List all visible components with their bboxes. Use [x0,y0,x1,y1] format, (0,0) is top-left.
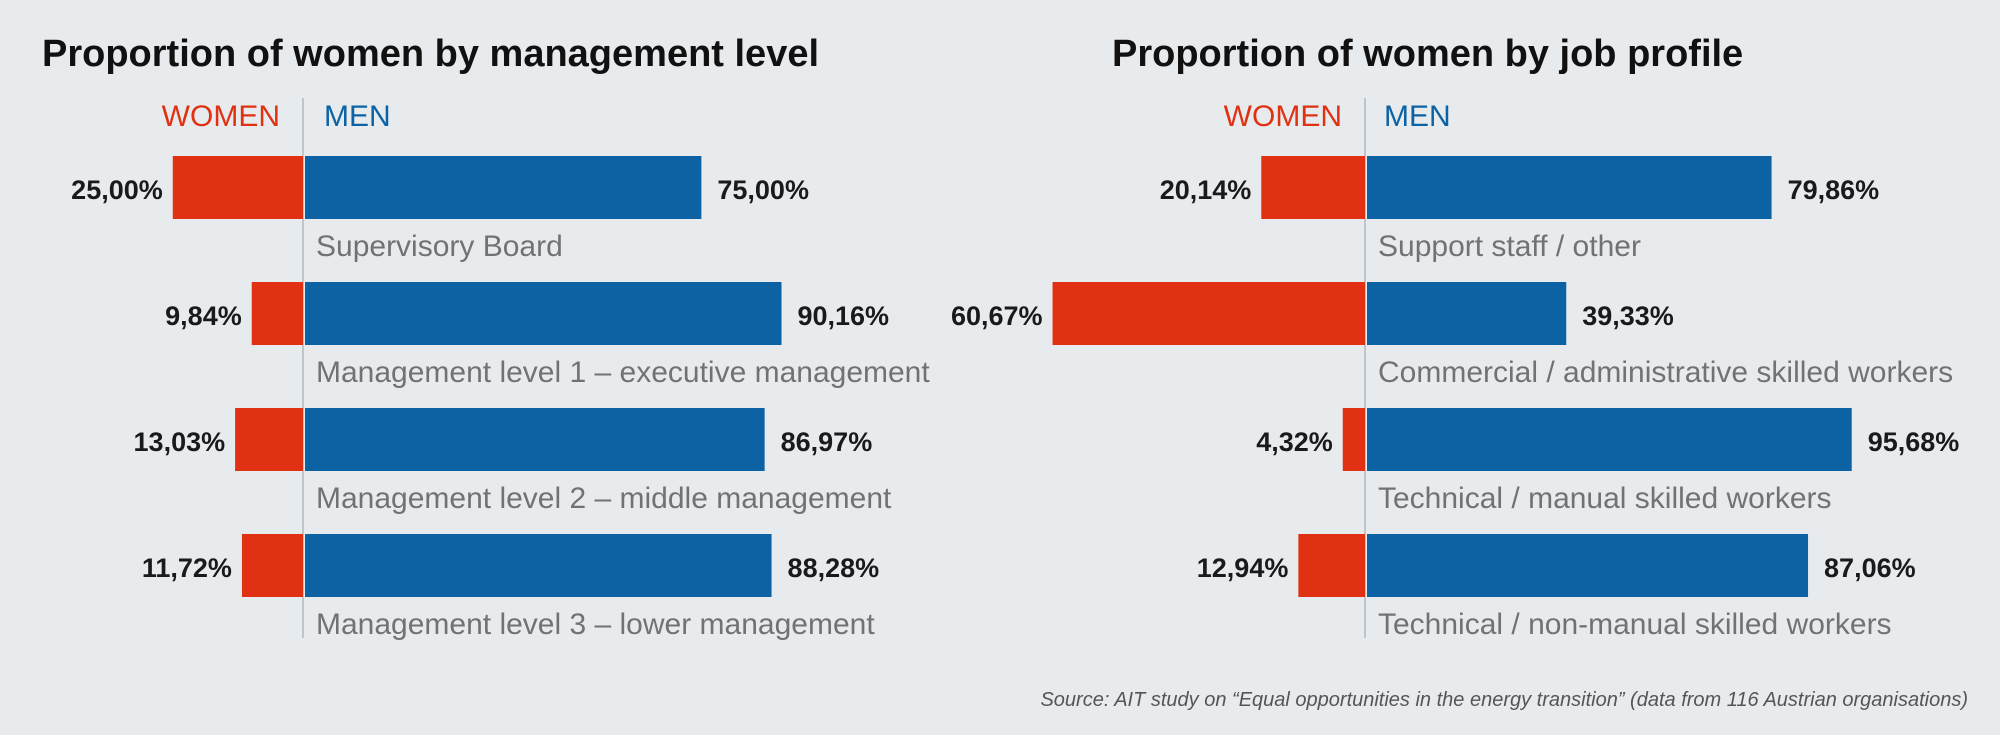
bar-women [172,156,303,219]
category-label: Support staff / other [1378,230,1641,263]
bar-women [251,282,303,345]
data-label-men: 90,16% [797,301,889,331]
data-label-women: 12,94% [1197,553,1289,583]
chart-title: Proportion of women by job profile [1112,33,1743,75]
bar-men [1367,534,1809,597]
chart-panel-management-level: Proportion of women by management level … [42,33,930,641]
bar-women [1052,282,1365,345]
bars-group: 25,00% 75,00% Supervisory Board 9,84% 90,16%… [71,156,930,641]
data-label-women: 4,32% [1256,427,1333,457]
bar-men [305,156,702,219]
bar-women [241,534,303,597]
data-label-men: 88,28% [788,553,880,583]
chart-title: Proportion of women by management level [42,33,819,75]
bars-group: 20,14% 79,86% Support staff / other 60,67% 3… [951,156,1959,641]
data-label-men: 95,68% [1868,427,1960,457]
data-label-men: 86,97% [781,427,873,457]
data-label-women: 25,00% [71,175,163,205]
data-label-men: 79,86% [1788,175,1880,205]
bar-men [305,408,765,471]
bar-men [1367,408,1852,471]
source-note: Source: AIT study on “Equal opportunitie… [1040,689,1968,711]
legend-women: WOMEN [1224,100,1342,133]
data-label-men: 87,06% [1824,553,1916,583]
data-label-women: 13,03% [134,427,226,457]
data-label-women: 60,67% [951,301,1043,331]
category-label: Commercial / administrative skilled work… [1378,356,1953,389]
bar-women [1342,408,1365,471]
category-label: Technical / manual skilled workers [1378,482,1832,515]
bar-women [1261,156,1365,219]
data-label-men: 39,33% [1582,301,1674,331]
bar-men [305,534,772,597]
legend-women: WOMEN [162,100,280,133]
bar-women [1298,534,1365,597]
category-label: Technical / non-manual skilled workers [1378,608,1892,641]
category-label: Supervisory Board [316,230,563,263]
data-label-women: 11,72% [142,553,232,583]
bar-women [235,408,303,471]
category-label: Management level 1 – executive managemen… [316,356,930,389]
bar-men [1367,156,1772,219]
data-label-men: 75,00% [717,175,809,205]
category-label: Management level 2 – middle management [316,482,892,515]
bar-men [1367,282,1567,345]
data-label-women: 9,84% [165,301,242,331]
bar-men [305,282,782,345]
chart-panel-job-profile: Proportion of women by job profile WOMEN… [951,33,1959,641]
legend-men: MEN [1384,100,1451,133]
legend-men: MEN [324,100,391,133]
category-label: Management level 3 – lower management [316,608,875,641]
data-label-women: 20,14% [1160,175,1252,205]
